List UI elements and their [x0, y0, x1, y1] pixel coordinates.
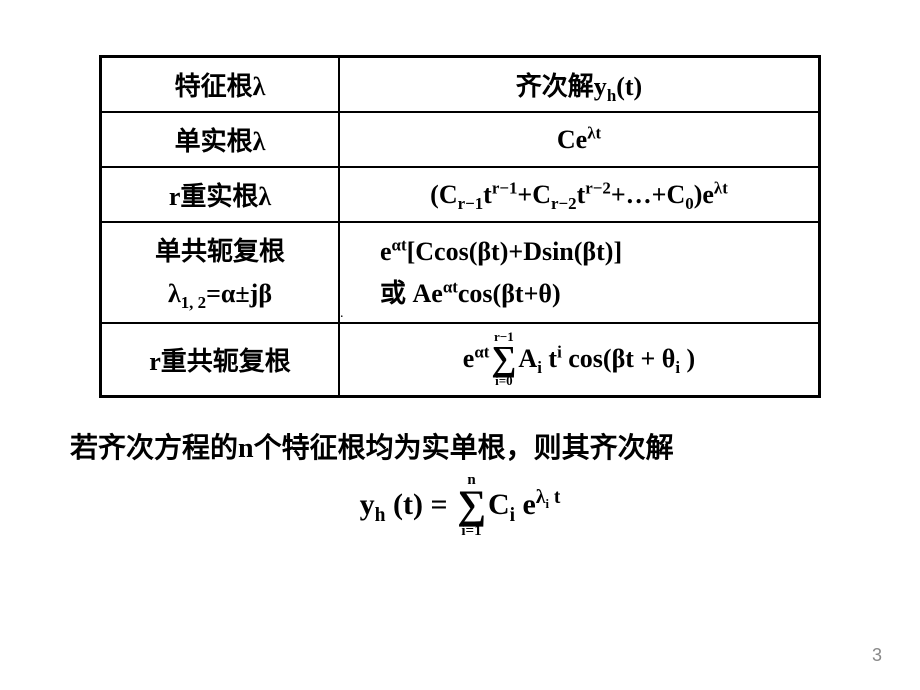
cell-right: eαt r−1 ∑ i=0 Ai ti cos(βt + θi ) [339, 323, 820, 396]
cell-left: 单实根λ [101, 112, 340, 167]
cell-text: (Cr−1tr−1+Cr−2tr−2+…+C0)eλt [430, 180, 728, 209]
cell-right: eαt[Ccos(βt)+Dsin(βt)] 或 Aeαtcos(βt+θ) [339, 222, 820, 323]
sum-lower: i=1 [457, 523, 486, 540]
page-number: 3 [872, 645, 882, 666]
table-row: r重实根λ (Cr−1tr−1+Cr−2tr−2+…+C0)eλt [101, 167, 820, 222]
cell-line: 或 Aeαtcos(βt+θ) [380, 273, 800, 315]
summation: r−1 ∑ i=0 [491, 330, 516, 388]
cell-line: eαt[Ccos(βt)+Dsin(βt)] [380, 231, 800, 273]
table-row: r重共轭复根 eαt r−1 ∑ i=0 Ai ti cos(βt + θi ) [101, 323, 820, 396]
cell-line: λ1, 2=α±jβ [120, 273, 320, 315]
cell-text: 特征根λ [175, 72, 266, 101]
header-left: 特征根λ [101, 57, 340, 113]
cell-left: r重实根λ [101, 167, 340, 222]
cell-text: 单实根λ [175, 127, 266, 156]
slide: 特征根λ 齐次解yh(t) 单实根λ Ceλt r重实根λ (Cr−1tr−1+… [0, 0, 920, 690]
final-formula: yh (t) = n ∑ i=1 Ci eλi t [0, 472, 920, 539]
cell-text: r重共轭复根 [149, 347, 291, 376]
formula-prefix: eαt [463, 344, 490, 373]
table-row: 特征根λ 齐次解yh(t) [101, 57, 820, 113]
formula-suffix: Ai ti cos(βt + θi ) [518, 344, 695, 373]
cell-right: (Cr−1tr−1+Cr−2tr−2+…+C0)eλt [339, 167, 820, 222]
table-row: 单共轭复根 λ1, 2=α±jβ eαt[Ccos(βt)+Dsin(βt)] … [101, 222, 820, 323]
cell-right: Ceλt [339, 112, 820, 167]
sum-lower: i=0 [491, 374, 516, 388]
cell-line: 单共轭复根 [120, 231, 320, 273]
cell-left: 单共轭复根 λ1, 2=α±jβ [101, 222, 340, 323]
description-text: 若齐次方程的n个特征根均为实单根，则其齐次解 [0, 426, 920, 466]
table-row: 单实根λ Ceλt [101, 112, 820, 167]
cell-left: r重共轭复根 [101, 323, 340, 396]
cell-text: r重实根λ [169, 182, 271, 211]
sigma-icon: ∑ [457, 488, 486, 522]
sigma-icon: ∑ [491, 344, 516, 374]
header-right: 齐次解yh(t) [339, 57, 820, 113]
cell-text: Ceλt [557, 125, 601, 154]
formula-lhs: yh (t) = [360, 488, 455, 521]
formula-rhs: Ci eλi t [488, 488, 560, 521]
summation: n ∑ i=1 [457, 472, 486, 539]
cell-text: 齐次解yh(t) [516, 72, 642, 101]
characteristic-root-table: 特征根λ 齐次解yh(t) 单实根λ Ceλt r重实根λ (Cr−1tr−1+… [99, 55, 821, 398]
decorative-dot: . [340, 306, 344, 322]
